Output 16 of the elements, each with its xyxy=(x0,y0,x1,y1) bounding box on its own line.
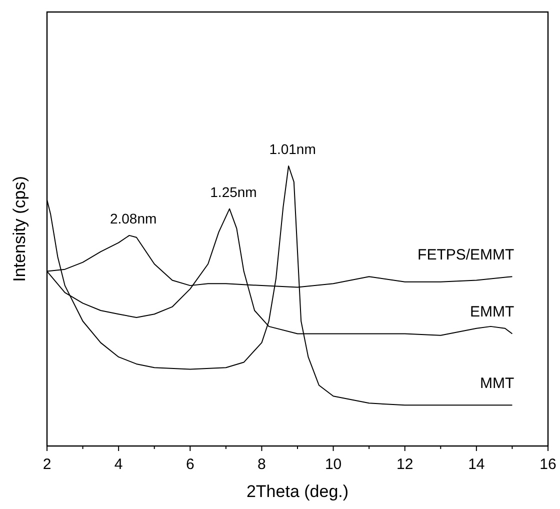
series-label: EMMT xyxy=(470,304,514,321)
y-axis-title: Intensity (cps) xyxy=(10,176,29,282)
x-tick-label: 12 xyxy=(396,456,414,473)
x-tick-label: 16 xyxy=(540,456,556,473)
series-label: FETPS/EMMT xyxy=(418,246,514,264)
x-tick-label: 14 xyxy=(468,456,485,473)
x-tick-label: 10 xyxy=(324,456,342,473)
x-tick-label: 4 xyxy=(114,456,123,473)
annotation: 1.01nm xyxy=(269,141,316,157)
x-tick-label: 6 xyxy=(186,456,194,473)
series-label: MMT xyxy=(480,375,514,392)
x-tick-label: 8 xyxy=(258,456,266,473)
annotation: 1.25nm xyxy=(210,184,257,200)
x-axis-title: 2Theta (deg.) xyxy=(246,482,349,501)
x-tick-label: 2 xyxy=(42,456,52,473)
annotation: 2.08nm xyxy=(110,210,157,226)
